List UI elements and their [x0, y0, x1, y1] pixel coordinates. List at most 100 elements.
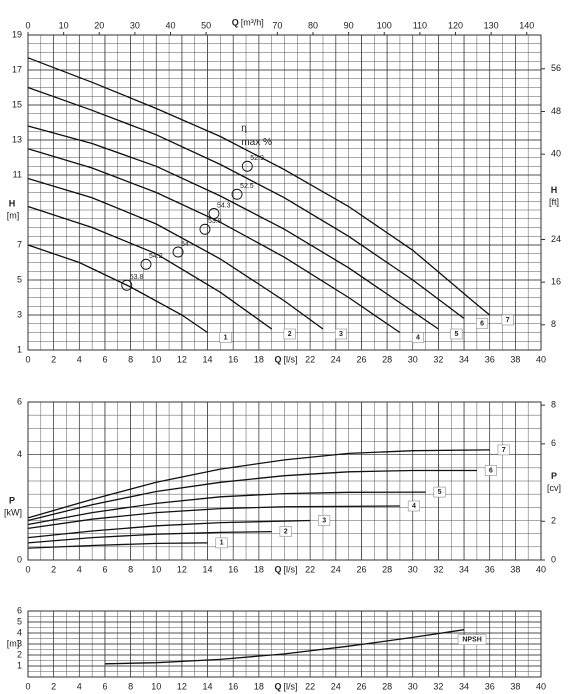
y-tick-label: 4 [17, 449, 22, 459]
y2-tick-label: 24 [551, 234, 561, 244]
x-tick-label: 38 [510, 354, 520, 364]
x-tick-label: 38 [510, 681, 520, 691]
x-tick-label: 2 [51, 564, 56, 574]
efficiency-point [121, 279, 133, 291]
y-tick-label: 7 [17, 239, 22, 249]
curve-label-box [476, 318, 489, 329]
curve-label: 7 [502, 447, 506, 454]
x-tick-label: 6 [102, 564, 107, 574]
curve-label: 3 [322, 517, 326, 524]
x-tick-label: 16 [228, 354, 238, 364]
x-tick-label: 22 [305, 354, 315, 364]
x-tick-label: 36 [485, 564, 495, 574]
y-tick-label: 1 [17, 344, 22, 354]
x-tick-label: 10 [151, 564, 161, 574]
x2-tick-label: 40 [165, 20, 175, 30]
x-tick-label: 36 [485, 354, 495, 364]
x2-tick-label: 50 [201, 20, 211, 30]
efficiency-point [172, 246, 184, 258]
efficiency-label: 53.8 [208, 218, 222, 225]
x2-tick-label: 130 [484, 20, 499, 30]
x-tick-label: 4 [77, 681, 82, 691]
x-tick-label: 30 [408, 354, 418, 364]
x-tick-label: 22 [305, 681, 315, 691]
y2-axis-label: P [551, 471, 557, 481]
x-tick-label: 12 [177, 564, 187, 574]
y-tick-label: 1 [17, 660, 22, 670]
x-tick-label: 30 [408, 681, 418, 691]
x-tick-label: 24 [331, 564, 341, 574]
y2-tick-label: 6 [551, 438, 556, 448]
curve-label-box [433, 486, 446, 498]
x2-tick-label: 0 [25, 20, 30, 30]
curve [27, 125, 439, 330]
y-tick-label: 11 [13, 169, 22, 179]
x-tick-label: 6 [102, 681, 107, 691]
curve-label: 7 [506, 317, 510, 324]
x-tick-label: 26 [356, 681, 366, 691]
x-axis-unit: [l/s] [284, 564, 298, 574]
y-axis-unit: [m] [7, 638, 20, 648]
x-tick-label: 0 [25, 564, 30, 574]
curve-label-box [279, 526, 292, 537]
curve [27, 57, 491, 316]
y2-axis-unit: [ft] [549, 197, 559, 207]
x2-tick-label: 30 [130, 20, 140, 30]
efficiency-point [140, 258, 152, 270]
y-tick-label: 4 [17, 627, 22, 637]
efficiency-point [208, 208, 220, 219]
x-tick-label: 34 [459, 564, 469, 574]
y-tick-label: 13 [12, 134, 22, 144]
curve-label-box [334, 328, 347, 340]
x2-tick-label: 120 [448, 20, 463, 30]
x-tick-label: 18 [254, 681, 264, 691]
x-tick-label: 12 [177, 681, 187, 691]
curve-label: 2 [288, 331, 292, 338]
curve-label: 6 [489, 467, 493, 474]
x-tick-label: 14 [203, 681, 213, 691]
y2-tick-label: 56 [551, 63, 561, 73]
y2-tick-label: 16 [551, 277, 561, 287]
efficiency-point [241, 160, 253, 172]
x-tick-label: 10 [151, 354, 161, 364]
y2-tick-label: 8 [551, 399, 556, 409]
x-tick-label: 4 [77, 354, 82, 364]
curve-label-box [407, 500, 420, 512]
curve [27, 530, 272, 544]
x-tick-label: 32 [433, 681, 443, 691]
x-tick-label: 2 [51, 354, 56, 364]
x2-tick-label: 80 [308, 20, 318, 30]
y2-axis-label: H [551, 185, 558, 195]
y-tick-label: 0 [17, 554, 22, 564]
x-tick-label: 28 [382, 681, 392, 691]
x2-axis-unit: [m³/h] [241, 17, 264, 27]
x2-tick-label: 70 [272, 20, 282, 30]
y-axis-label: H [9, 198, 16, 208]
x-tick-label: 16 [228, 564, 238, 574]
x2-tick-label: 20 [94, 20, 104, 30]
efficiency-label: 53.8 [130, 274, 144, 281]
y2-tick-label: 48 [551, 106, 561, 116]
x-tick-label: 24 [331, 681, 341, 691]
x-axis-unit: [l/s] [284, 681, 298, 691]
efficiency-label: 54 [181, 241, 189, 248]
y2-axis-unit: [cv] [547, 483, 561, 493]
curve-label: 5 [438, 489, 442, 496]
x-tick-label: 16 [228, 681, 238, 691]
y-tick-label: 17 [12, 64, 22, 74]
y-tick-label: 19 [12, 29, 22, 39]
x-tick-label: 26 [356, 564, 366, 574]
curve-label: NPSH [462, 637, 481, 644]
curve-label: 3 [339, 331, 343, 338]
x2-tick-label: 140 [519, 20, 534, 30]
curve-label-box [411, 332, 424, 343]
y2-tick-label: 8 [551, 319, 556, 329]
curve [27, 244, 208, 334]
x-tick-label: 10 [151, 681, 161, 691]
curve-label: 5 [454, 331, 458, 338]
x-tick-label: 30 [408, 564, 418, 574]
x-tick-label: 2 [51, 681, 56, 691]
y-tick-label: 6 [17, 396, 22, 406]
y2-tick-label: 2 [551, 516, 556, 526]
